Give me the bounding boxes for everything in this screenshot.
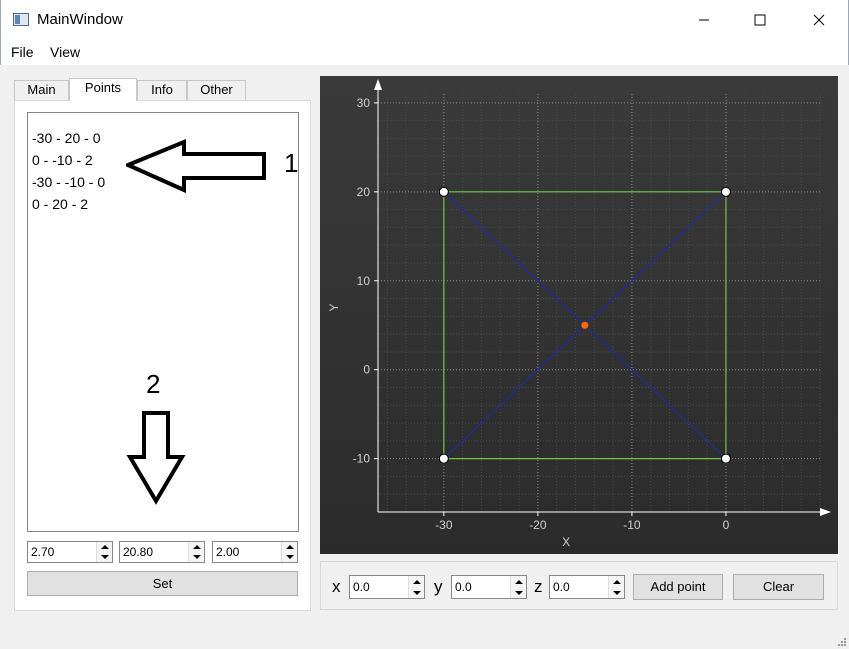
- close-icon: [813, 14, 825, 26]
- points-tab-panel: -30 - 20 - 0 0 - -10 - 2 -30 - -10 - 0 0…: [14, 100, 311, 611]
- list-item[interactable]: 0 - 20 - 2: [32, 196, 89, 212]
- x-spinbox-value: 0.0: [353, 580, 370, 594]
- app-window-icon: [13, 13, 29, 26]
- spin-up-icon[interactable]: [97, 542, 113, 552]
- annotation-label-2: 2: [146, 369, 161, 399]
- spin-down-icon[interactable]: [282, 552, 298, 562]
- list-item[interactable]: 0 - -10 - 2: [32, 152, 93, 168]
- center-point: [581, 321, 589, 329]
- y-tick-label: 0: [363, 363, 370, 377]
- maximize-button[interactable]: [737, 0, 783, 40]
- minimize-icon: [699, 19, 709, 21]
- y-axis-arrow: [374, 79, 382, 90]
- spin-down-icon[interactable]: [189, 552, 205, 562]
- spin-down-icon[interactable]: [511, 587, 527, 598]
- z-spinbox-value: 0.0: [553, 580, 570, 594]
- spin-up-icon[interactable]: [609, 576, 625, 587]
- spin-down-icon[interactable]: [609, 587, 625, 598]
- close-button[interactable]: [796, 0, 842, 40]
- points-list[interactable]: -30 - 20 - 0 0 - -10 - 2 -30 - -10 - 0 0…: [27, 112, 299, 532]
- z-spinbox[interactable]: 0.0: [549, 575, 625, 599]
- vertex-point: [438, 186, 449, 197]
- vertex-point: [720, 186, 731, 197]
- vertex-point: [438, 453, 449, 464]
- chart-marks: [438, 186, 731, 464]
- y-axis-label: Y: [327, 303, 341, 311]
- tab-points[interactable]: Points: [69, 78, 137, 101]
- chart-svg[interactable]: -30 -20 -10 0 -10 0 10 20 30 X Y: [320, 76, 838, 554]
- spin-down-icon[interactable]: [97, 552, 113, 562]
- edit-z-spinbox[interactable]: 2.00: [212, 541, 298, 563]
- x-spinbox[interactable]: 0.0: [349, 575, 425, 599]
- x-tick-label: -30: [435, 518, 453, 532]
- edit-x-value: 2.70: [31, 545, 55, 559]
- tab-other[interactable]: Other: [187, 80, 246, 100]
- x-axis-label: X: [562, 535, 570, 549]
- x-tick-label: 0: [723, 518, 730, 532]
- chart-background: [320, 76, 838, 554]
- y-input-label: y: [434, 577, 443, 596]
- edit-x-spinbox[interactable]: 2.70: [27, 541, 113, 563]
- menu-bar: File View: [0, 40, 849, 65]
- resize-grip-icon[interactable]: [837, 637, 847, 647]
- vertex-point: [720, 453, 731, 464]
- edit-y-value: 20.80: [123, 545, 154, 559]
- y-spinbox[interactable]: 0.0: [451, 575, 527, 599]
- spin-up-icon[interactable]: [189, 542, 205, 552]
- list-item[interactable]: -30 - 20 - 0: [32, 130, 101, 146]
- x-tick-label: -20: [529, 518, 547, 532]
- edit-z-value: 2.00: [216, 545, 240, 559]
- minimize-button[interactable]: [681, 0, 727, 40]
- y-tick-label: 30: [357, 96, 371, 110]
- set-button[interactable]: Set: [27, 571, 298, 596]
- x-axis-arrow: [820, 508, 831, 516]
- y-tick-label: 10: [357, 274, 371, 288]
- spin-up-icon[interactable]: [409, 576, 425, 587]
- x-tick-label: -10: [623, 518, 641, 532]
- title-bar: MainWindow: [0, 0, 849, 40]
- tab-main[interactable]: Main: [14, 80, 69, 100]
- annotation-arrow-down: [126, 411, 186, 505]
- add-point-button[interactable]: Add point: [633, 574, 723, 600]
- x-input-label: x: [332, 577, 341, 596]
- edit-y-spinbox[interactable]: 20.80: [119, 541, 205, 563]
- maximize-icon: [754, 14, 766, 26]
- window-title: MainWindow: [37, 11, 123, 28]
- tick-labels: -30 -20 -10 0 -10 0 10 20 30: [353, 96, 730, 532]
- menu-view[interactable]: View: [50, 44, 81, 60]
- menu-file[interactable]: File: [11, 44, 34, 60]
- y-tick-label: 20: [357, 185, 371, 199]
- tab-info[interactable]: Info: [137, 80, 187, 100]
- list-item[interactable]: -30 - -10 - 0: [32, 174, 106, 190]
- chart-axes: [374, 79, 831, 516]
- chart-area[interactable]: -30 -20 -10 0 -10 0 10 20 30 X Y: [320, 76, 838, 554]
- annotation-label-1: 1: [284, 148, 299, 178]
- y-tick-label: -10: [353, 452, 371, 466]
- add-point-group: x 0.0 y 0.0 z 0.0 Add point Clear: [320, 561, 838, 610]
- annotation-arrow-left: [126, 139, 266, 194]
- spin-up-icon[interactable]: [511, 576, 527, 587]
- spin-down-icon[interactable]: [409, 587, 425, 598]
- y-spinbox-value: 0.0: [455, 580, 472, 594]
- spin-up-icon[interactable]: [282, 542, 298, 552]
- z-input-label: z: [534, 577, 543, 596]
- status-bar: [0, 617, 849, 649]
- clear-button[interactable]: Clear: [733, 574, 824, 600]
